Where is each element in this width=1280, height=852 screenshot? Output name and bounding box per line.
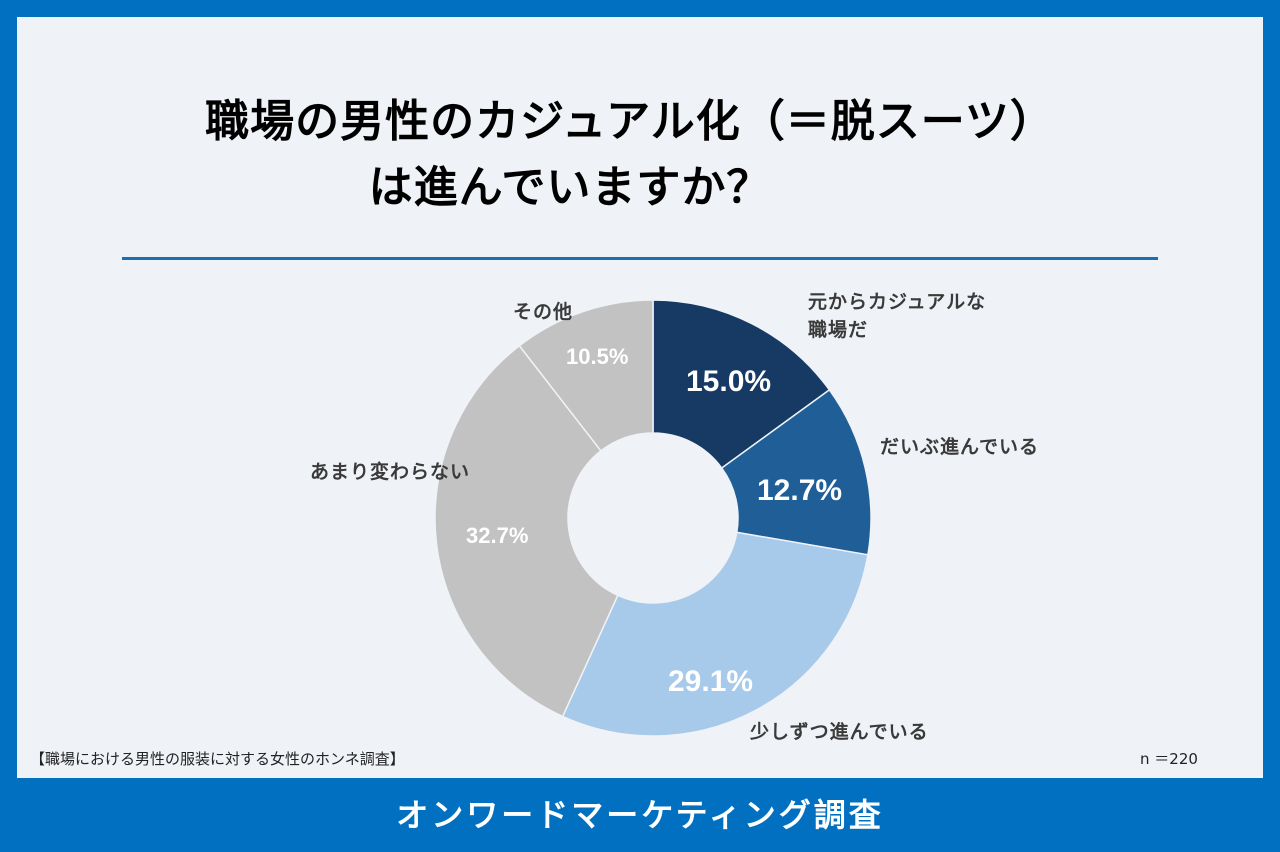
donut-slice: [518, 299, 654, 452]
donut-slice: [720, 388, 872, 556]
label-not-changed: あまり変わらない: [310, 461, 471, 483]
brand-footer: オンワードマーケティング調査: [396, 796, 884, 834]
label-line: 職場だ: [808, 319, 869, 341]
sample-size: n ＝220: [1140, 750, 1198, 768]
label-line: 元からカジュアルな: [808, 291, 987, 313]
survey-source: 【職場における男性の服装に対する女性のホンネ調査】: [30, 750, 405, 768]
value-not-changed: 32.7%: [466, 523, 529, 548]
value-casual-from-start: 15.0%: [686, 365, 772, 398]
label-other: その他: [513, 301, 574, 323]
value-slowly-progress: 29.1%: [668, 665, 754, 698]
value-much-progress: 12.7%: [757, 474, 843, 507]
label-casual-from-start: 元からカジュアルな 職場だ: [808, 288, 986, 344]
donut-slice: [434, 344, 619, 718]
page-title: 職場の男性のカジュアル化（＝脱スーツ） は進んでいますか？: [17, 89, 1263, 221]
label-much-progress: だいぶ進んでいる: [880, 436, 1040, 458]
label-slowly-progress: 少しずつ進んでいる: [750, 721, 929, 743]
title-line-1: 職場の男性のカジュアル化（＝脱スーツ）: [205, 96, 1055, 147]
donut-slice: [561, 531, 869, 737]
donut-slice: [652, 299, 831, 470]
title-divider: [122, 257, 1158, 260]
value-other: 10.5%: [566, 344, 629, 369]
title-line-2: は進んでいますか？: [368, 162, 772, 213]
